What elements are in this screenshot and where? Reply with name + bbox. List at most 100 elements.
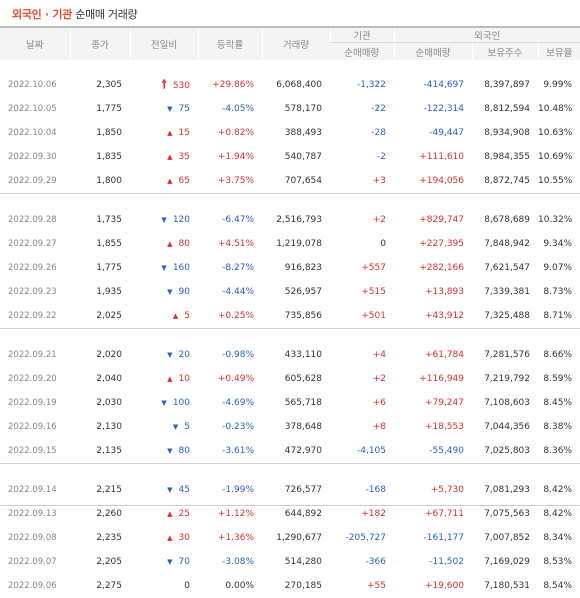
triangle-down-icon: ▼ [172, 423, 179, 431]
cell-foreign-ratio: 10.69% [538, 152, 573, 162]
group-spacer [0, 60, 580, 73]
cell-date: 2022.09.29 [8, 176, 57, 186]
title-investor: 외국인 · 기관 [12, 8, 73, 21]
cell-foreign-net: +829,747 [419, 215, 464, 225]
group-divider [0, 463, 580, 465]
table-row: 2022.09.08 2,235 ▲ 30 +1.36% 1,290,677 -205,72… [0, 526, 580, 550]
cell-close: 2,030 [96, 398, 122, 408]
cell-rate: -1.99% [222, 485, 254, 495]
table-row: 2022.09.26 1,775 ▼ 160 -8.27% 916,823 +557 +282… [0, 256, 580, 280]
cell-change: ▲ 35 [130, 145, 198, 169]
cell-foreign-net: +116,949 [419, 374, 464, 384]
cell-inst-net: -4,105 [356, 446, 386, 456]
cell-date: 2022.09.15 [8, 446, 57, 456]
table-row: 2022.09.23 1,935 ▼ 90 -4.44% 526,957 +515 +13,8… [0, 280, 580, 304]
cell-close: 2,020 [96, 350, 122, 360]
triangle-up-icon: ▲ [167, 129, 173, 137]
cell-close: 2,130 [96, 422, 122, 432]
group-spacer [0, 465, 580, 478]
cell-change: ▼ 120 [130, 208, 198, 232]
cell-volume: 565,718 [284, 398, 322, 408]
cell-date: 2022.09.14 [8, 485, 57, 495]
triangle-down-icon: ▼ [167, 105, 173, 113]
spacer-cell [0, 195, 580, 208]
cell-foreign-hold: 8,812,594 [484, 104, 530, 114]
cell-inst-net: -2 [377, 152, 386, 162]
cell-foreign-net: -55,490 [429, 446, 464, 456]
cell-change: 0 [130, 574, 198, 598]
cell-foreign-net: +111,610 [419, 152, 464, 162]
cell-inst-net: -28 [371, 128, 386, 138]
cell-close: 1,735 [96, 215, 122, 225]
cell-rate: -4.44% [222, 287, 254, 297]
cell-foreign-net: -161,177 [423, 533, 464, 543]
cell-rate: -3.61% [222, 446, 254, 456]
cell-close: 2,025 [96, 311, 122, 321]
cell-foreign-hold: 7,007,852 [484, 533, 530, 543]
cell-volume: 726,577 [284, 485, 322, 495]
cell-inst-net: -168 [365, 485, 386, 495]
cell-foreign-hold: 7,169,029 [484, 557, 530, 567]
cell-change: ▲ 30 [130, 526, 198, 550]
cell-foreign-ratio: 10.48% [538, 104, 573, 114]
cell-foreign-net: -122,314 [423, 104, 464, 114]
spacer-cell [0, 330, 580, 343]
cell-change: ▲ 15 [130, 121, 198, 145]
spacer-cell [0, 60, 580, 73]
table-row: 2022.10.05 1,775 ▼ 75 -4.05% 578,170 -22 -122,3… [0, 97, 580, 121]
table-row: 2022.09.15 2,135 ▼ 80 -3.61% 472,970 -4,105 -55… [0, 439, 580, 464]
cell-foreign-ratio: 8.45% [543, 398, 573, 408]
cell-foreign-net: -11,502 [429, 557, 464, 567]
header-foreign-hold: 보유주수 [471, 42, 538, 60]
table-row: 2022.09.29 1,800 ▲ 65 +3.75% 707,654 +3 +194,05… [0, 169, 580, 194]
cell-foreign-net: +18,553 [424, 422, 464, 432]
header-row-1: 날짜 종가 전일비 등락률 거래량 기관 외국인 [0, 26, 580, 60]
table-row: 2022.09.21 2,020 ▼ 20 -0.98% 433,110 +4 +61,784… [0, 343, 580, 367]
cell-volume: 270,185 [284, 581, 322, 591]
cell-close: 2,305 [96, 80, 122, 90]
change-value: 25 [178, 509, 190, 519]
cell-foreign-net: -414,697 [423, 80, 464, 90]
cell-close: 2,205 [96, 557, 122, 567]
table-row: 2022.09.16 2,130 ▼ 5 -0.23% 378,648 +8 +18,553 7… [0, 415, 580, 439]
cell-date: 2022.10.06 [8, 80, 57, 90]
cell-inst-net: -22 [371, 104, 386, 114]
title-volume: 순매매 거래량 [75, 8, 138, 21]
change-value: 75 [178, 104, 190, 114]
cell-foreign-hold: 8,984,355 [484, 152, 530, 162]
triangle-down-icon: ▼ [161, 264, 167, 272]
cell-close: 1,935 [96, 287, 122, 297]
cell-change: ▼ 90 [130, 280, 198, 304]
cell-rate: -0.23% [222, 422, 254, 432]
cell-foreign-net: +282,166 [419, 263, 464, 273]
cell-foreign-hold: 8,872,745 [484, 176, 530, 186]
triangle-up-icon: ▲ [172, 312, 179, 320]
cell-rate: -0.98% [222, 350, 254, 360]
triangle-up-icon: ▲ [167, 375, 173, 383]
triangle-up-icon: ▲ [167, 240, 173, 248]
cell-date: 2022.09.26 [8, 263, 57, 273]
cell-change: ▼ 5 [130, 415, 198, 439]
table-row: 2022.09.22 2,025 ▲ 5 +0.25% 735,856 +501 +43,91… [0, 304, 580, 329]
cell-change: ▼ 70 [130, 550, 198, 574]
cell-date: 2022.09.28 [8, 215, 57, 225]
cell-inst-net: +6 [372, 398, 386, 408]
table-body: 2022.10.06 2,305 🠕 530 +29.86% 6,068,400 -1,32… [0, 60, 580, 598]
cell-close: 2,235 [96, 533, 122, 543]
cell-foreign-hold: 7,025,803 [484, 446, 530, 456]
cell-inst-net: -1,322 [356, 80, 386, 90]
group-divider [0, 328, 580, 330]
cell-foreign-ratio: 8.53% [543, 557, 573, 567]
table-row: 2022.09.07 2,205 ▼ 70 -3.08% 514,280 -366 -11,5… [0, 550, 580, 574]
cell-foreign-ratio: 9.34% [543, 239, 573, 249]
cell-foreign-hold: 7,325,488 [484, 311, 530, 321]
cell-close: 1,775 [96, 263, 122, 273]
cell-foreign-hold: 7,081,293 [484, 485, 530, 495]
cell-foreign-hold: 7,219,792 [484, 374, 530, 384]
cell-foreign-ratio: 8.42% [543, 485, 573, 495]
cell-foreign-net: +61,784 [424, 350, 464, 360]
triangle-down-icon: ▼ [167, 486, 173, 494]
cell-change: ▲ 5 [130, 304, 198, 329]
header-change: 전일비 [129, 26, 198, 60]
cell-close: 2,275 [96, 581, 122, 591]
